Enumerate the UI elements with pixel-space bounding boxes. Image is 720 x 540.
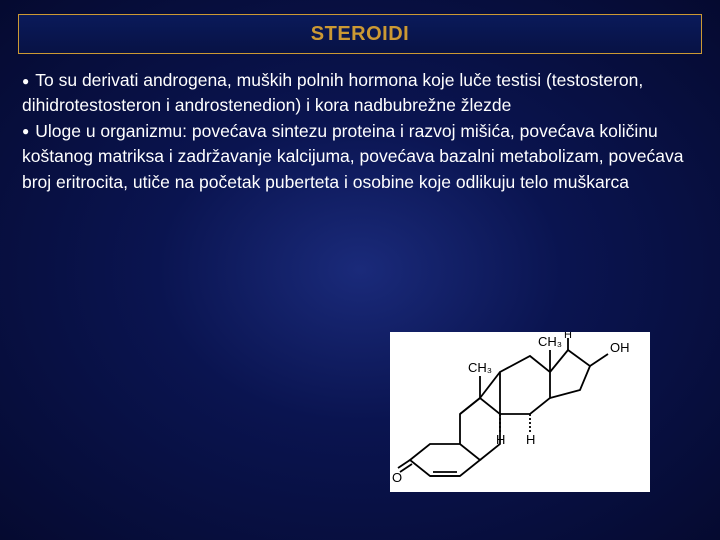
bullet-text: To su derivati androgena, muških polnih … [22,70,643,115]
chemical-structure: O OH CH₃ CH₃ H H H [390,332,650,492]
bullet-item: ●Uloge u organizmu: povećava sintezu pro… [22,119,698,195]
bullet-item: ●To su derivati androgena, muških polnih… [22,68,698,119]
chem-label-h3: H [564,332,572,341]
chem-label-h2: H [526,432,535,447]
slide-title: STEROIDI [311,23,409,46]
bullet-text: Uloge u organizmu: povećava sintezu prot… [22,121,683,192]
content-area: ●To su derivati androgena, muških polnih… [22,68,698,195]
chem-label-oh: OH [610,340,630,355]
bullet-icon: ● [22,124,29,138]
chem-label-o: O [392,470,402,485]
chem-label-ch3-left: CH₃ [468,360,492,375]
chem-label-ch3-top: CH₃ [538,334,562,349]
title-bar: STEROIDI [18,14,702,54]
chem-label-h1: H [496,432,505,447]
bullet-icon: ● [22,74,29,88]
